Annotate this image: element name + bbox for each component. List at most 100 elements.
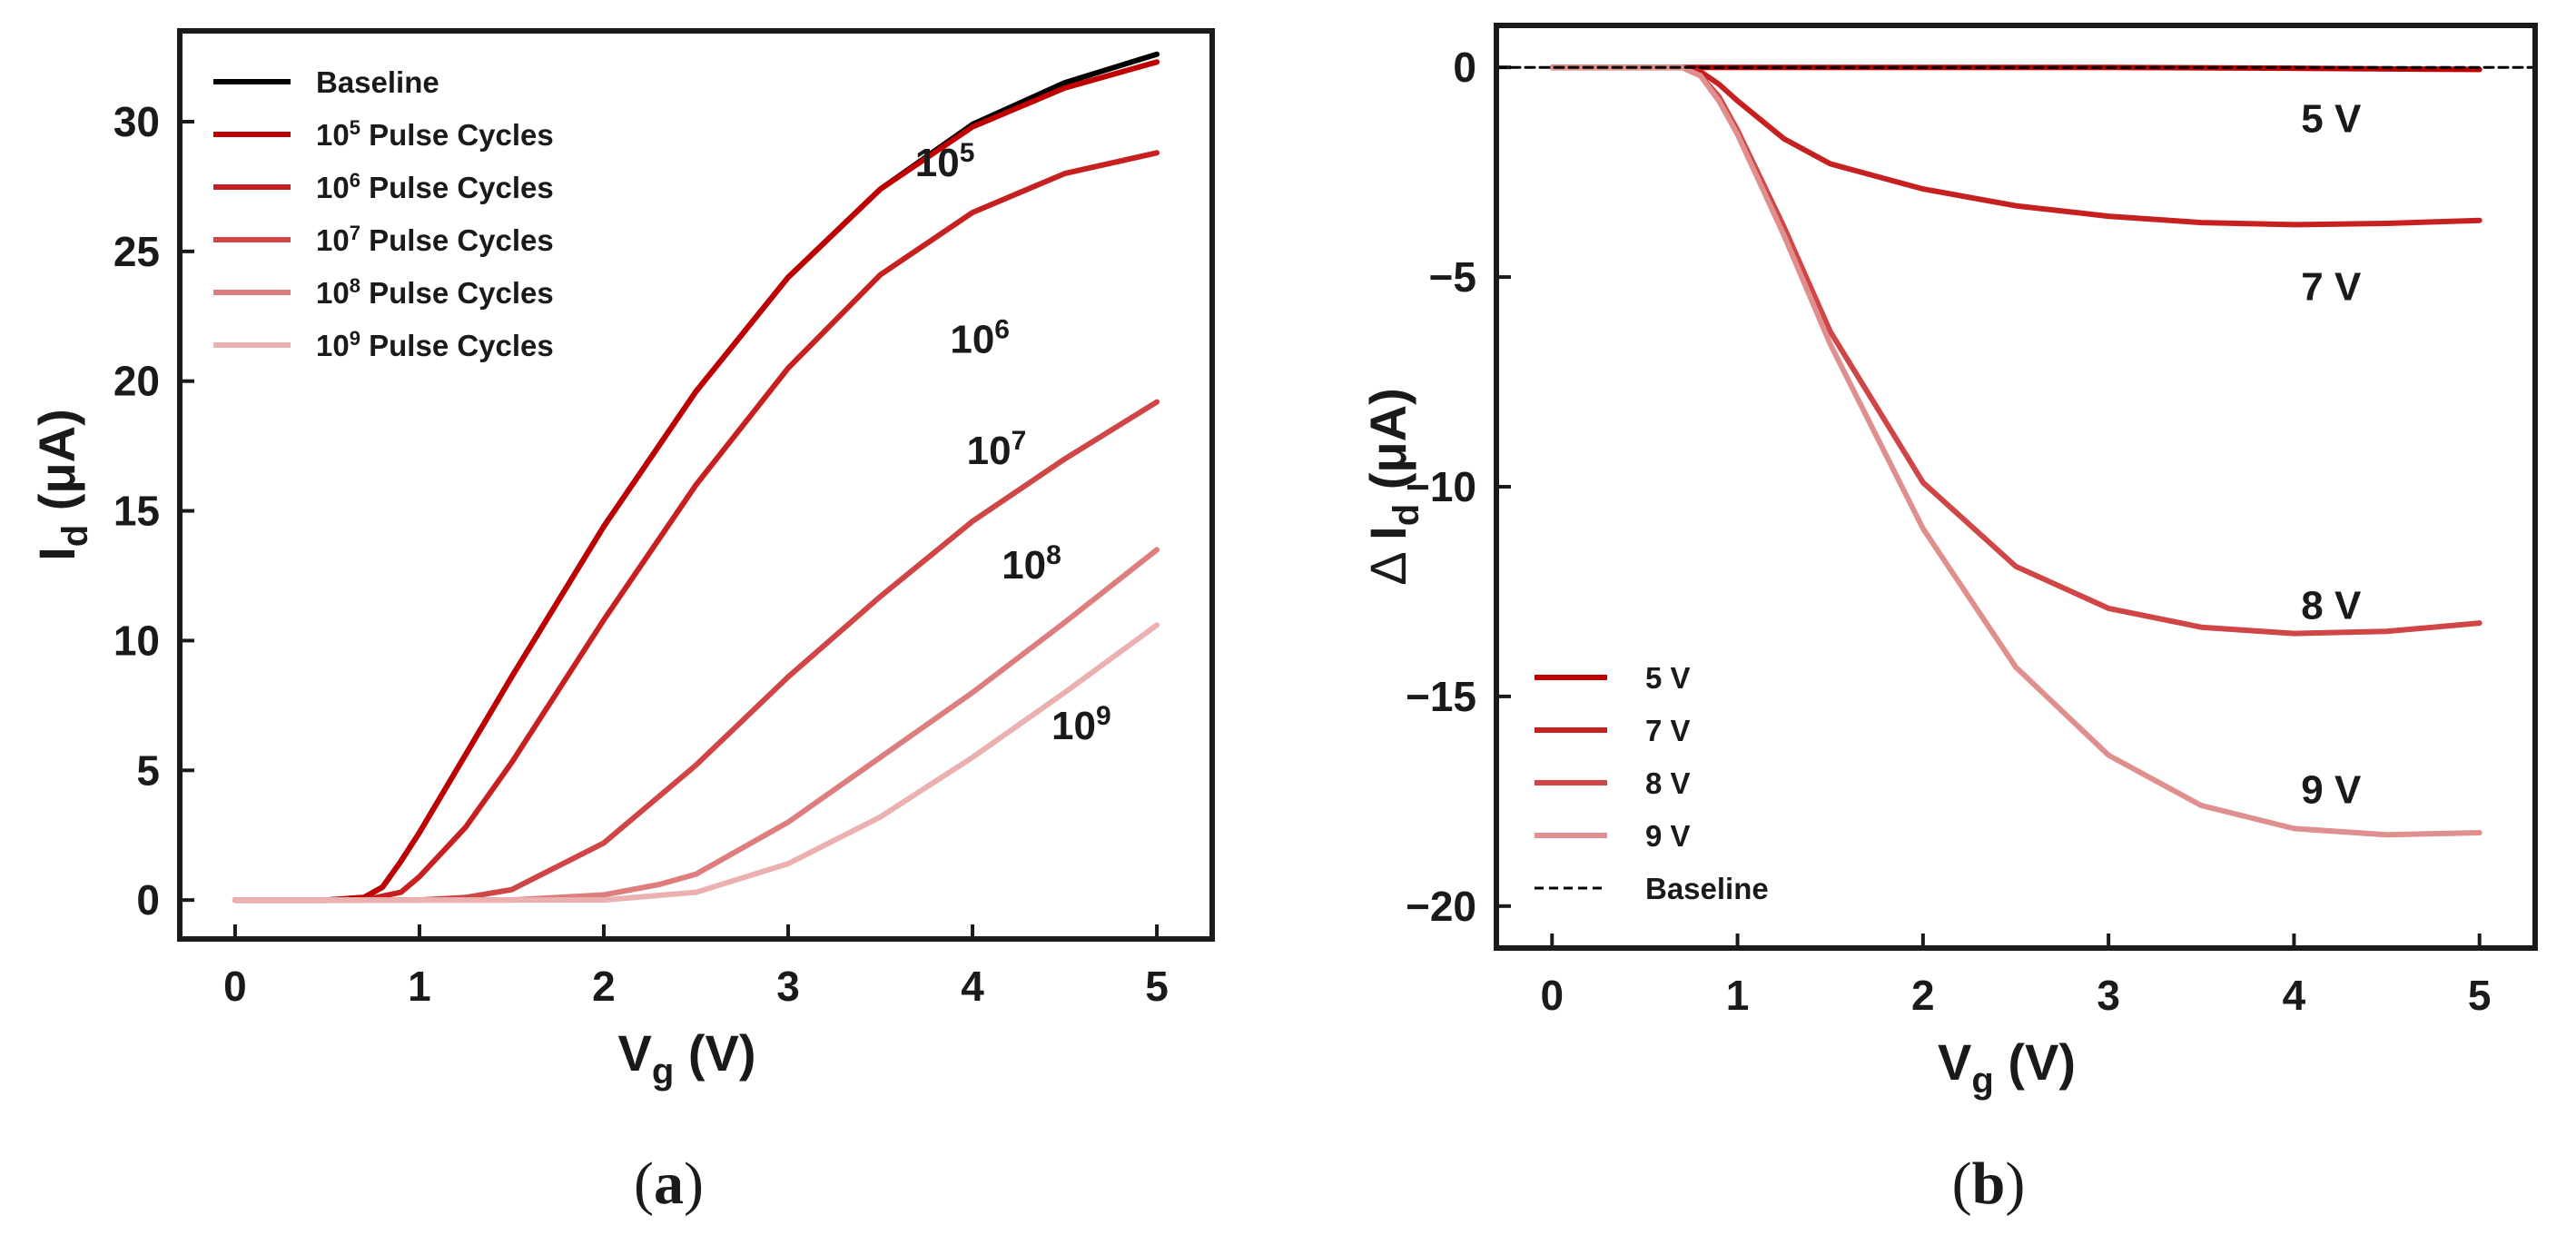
legend-entry: 107 Pulse Cycles bbox=[316, 222, 554, 257]
y-axis-title-unit: (μA) bbox=[1359, 388, 1416, 504]
curve-annotation-base: 10 bbox=[950, 317, 994, 361]
legend-entry-suffix: Pulse Cycles bbox=[369, 118, 554, 152]
y-tick-label: 15 bbox=[114, 488, 160, 535]
legend-entry: 109 Pulse Cycles bbox=[316, 327, 554, 362]
legend-entry: 5 V bbox=[1645, 661, 1691, 695]
legend-entry-base: 10 bbox=[316, 276, 350, 310]
y-tick-label: −15 bbox=[1406, 673, 1476, 720]
legend-entry: Baseline bbox=[316, 65, 439, 99]
x-tick-label: 1 bbox=[408, 963, 431, 1010]
legend-entry: 9 V bbox=[1645, 819, 1691, 853]
legend-entry-exp: 9 bbox=[350, 327, 360, 350]
y-tick-label: 0 bbox=[1453, 44, 1476, 91]
plot-frame bbox=[1494, 23, 2538, 951]
curve-annotation: 5 V bbox=[2301, 97, 2362, 142]
x-axis-title-main: V bbox=[617, 1024, 651, 1082]
panel-label-paren: ) bbox=[684, 1151, 704, 1217]
legend-entry-gap bbox=[360, 118, 369, 152]
x-tick-label: 3 bbox=[776, 963, 800, 1010]
x-tick-label: 5 bbox=[1145, 963, 1169, 1010]
curve-annotation: 9 V bbox=[2301, 768, 2362, 813]
panel-label-paren: ( bbox=[1952, 1151, 1972, 1217]
curve-annotation-base: 10 bbox=[1002, 543, 1046, 588]
y-axis-title-unit: (μA) bbox=[28, 409, 85, 525]
curve-annotation: 107 bbox=[967, 426, 1027, 473]
y-axis-title-sub: d bbox=[1387, 504, 1426, 526]
curve-annotation-exp: 5 bbox=[960, 138, 975, 168]
legend-entry-exp: 8 bbox=[350, 274, 360, 297]
x-tick-label: 5 bbox=[2468, 972, 2492, 1019]
y-tick-label: 25 bbox=[114, 228, 160, 275]
x-axis-title-sub: g bbox=[1971, 1061, 1993, 1101]
y-axis-title-main: I bbox=[28, 547, 85, 561]
curve-annotation-exp: 7 bbox=[1012, 426, 1027, 456]
x-tick-label: 2 bbox=[592, 963, 616, 1010]
y-axis-title-prefix: Δ bbox=[1359, 540, 1416, 586]
curve-annotation: 109 bbox=[1051, 701, 1111, 748]
y-tick-label: 30 bbox=[114, 98, 160, 145]
series-line-8-v bbox=[1549, 64, 2482, 637]
series-line-9-v bbox=[1549, 64, 2482, 838]
x-axis-title-unit: (V) bbox=[674, 1024, 755, 1082]
panel-label: (b) bbox=[1952, 1151, 2026, 1217]
legend-entry-suffix: Pulse Cycles bbox=[369, 171, 554, 204]
y-tick-label: 5 bbox=[136, 746, 160, 794]
legend-entry-base: 10 bbox=[316, 171, 350, 204]
y-axis-title-sub: d bbox=[55, 525, 95, 547]
legend-entry: 108 Pulse Cycles bbox=[316, 274, 554, 310]
x-axis-title: Vg (V) bbox=[1938, 1033, 2076, 1101]
legend-entry-exp: 7 bbox=[350, 222, 360, 244]
curve-annotation-exp: 8 bbox=[1046, 540, 1061, 570]
y-tick-label: 20 bbox=[114, 358, 160, 405]
y-tick-label: −20 bbox=[1406, 883, 1476, 930]
y-tick-label: −5 bbox=[1429, 253, 1476, 301]
series-line-10-7-pulse-cycles bbox=[232, 399, 1160, 904]
legend-entry: 7 V bbox=[1645, 714, 1691, 747]
curve-annotation-base: 10 bbox=[1051, 704, 1096, 748]
curve-annotation: 7 V bbox=[2301, 264, 2362, 309]
series-line-10-5-pulse-cycles bbox=[232, 59, 1160, 904]
curve-annotation-exp: 6 bbox=[994, 314, 1010, 344]
series-line-7-v bbox=[1549, 64, 2482, 228]
series-line-10-6-pulse-cycles bbox=[232, 150, 1160, 904]
x-axis-title-sub: g bbox=[652, 1052, 674, 1092]
panel-label-letter: b bbox=[1972, 1151, 2006, 1217]
curve-annotation-base: 10 bbox=[967, 429, 1012, 473]
legend-entry-gap bbox=[360, 171, 369, 204]
panel-label-paren: ( bbox=[634, 1151, 654, 1217]
panel-label-paren: ) bbox=[2005, 1151, 2025, 1217]
legend-entry: Baseline bbox=[1645, 872, 1769, 905]
y-axis-title-main: I bbox=[1359, 526, 1416, 540]
legend-entry-exp: 6 bbox=[350, 169, 360, 192]
x-tick-label: 4 bbox=[961, 963, 984, 1010]
curve-annotation-base: 10 bbox=[915, 141, 960, 185]
y-tick-label: −10 bbox=[1406, 463, 1476, 510]
x-axis-title-main: V bbox=[1938, 1033, 1971, 1091]
panel-label-letter: a bbox=[654, 1151, 684, 1217]
x-tick-label: 4 bbox=[2283, 972, 2306, 1019]
curve-annotation: 8 V bbox=[2301, 583, 2362, 627]
legend-entry-gap bbox=[360, 329, 369, 362]
x-tick-label: 0 bbox=[1540, 972, 1564, 1019]
legend-entry-gap bbox=[360, 223, 369, 257]
legend-entry-base: Baseline bbox=[316, 65, 439, 99]
legend-entry-base: 10 bbox=[316, 223, 350, 257]
y-tick-label: 0 bbox=[136, 876, 160, 924]
legend-entry: 105 Pulse Cycles bbox=[316, 116, 554, 152]
panel-b: 0 1 2 3 4 5 0 −5 −10 −15 −20 Vg (V) Δ Id (μA) (b) 5 V 7… bbox=[1359, 23, 2538, 1217]
legend-entry-exp: 5 bbox=[350, 116, 360, 139]
x-tick-label: 1 bbox=[1726, 972, 1750, 1019]
x-axis-title: Vg (V) bbox=[617, 1024, 755, 1092]
series-line-10-9-pulse-cycles bbox=[232, 622, 1160, 904]
legend-entry-base: 10 bbox=[316, 118, 350, 152]
curve-annotation: 108 bbox=[1002, 540, 1061, 588]
legend-entry-suffix: Pulse Cycles bbox=[369, 223, 554, 257]
y-tick-label: 10 bbox=[114, 617, 160, 664]
x-tick-label: 0 bbox=[223, 963, 247, 1010]
plot-frame bbox=[177, 28, 1215, 942]
legend-entry-suffix: Pulse Cycles bbox=[369, 276, 554, 310]
legend-entry-suffix: Pulse Cycles bbox=[369, 329, 554, 362]
x-tick-label: 2 bbox=[1911, 972, 1935, 1019]
legend-entry-base: 10 bbox=[316, 329, 350, 362]
